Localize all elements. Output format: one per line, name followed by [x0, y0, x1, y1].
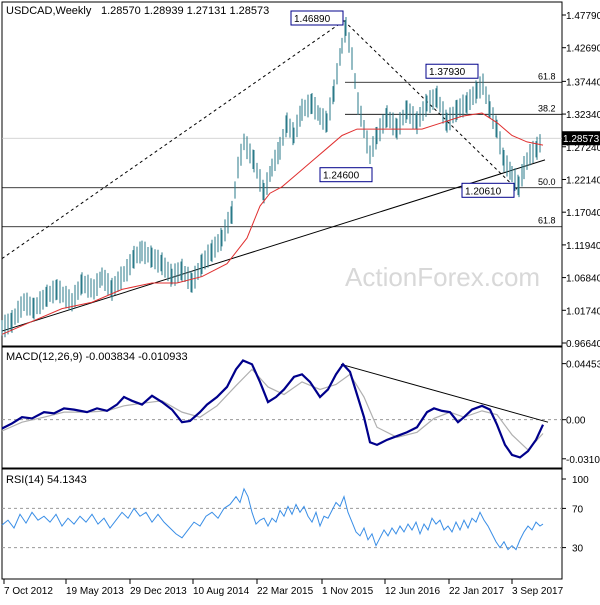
x-tick-label: 3 Sep 2017 — [512, 586, 564, 597]
x-tick-label: 29 Dec 2013 — [130, 586, 187, 597]
macd-y-tick-label: 0.00 — [566, 416, 586, 427]
rsi-panel-frame — [1, 468, 563, 580]
chart-ohlc: 1.28570 1.28939 1.27131 1.28573 — [101, 5, 269, 17]
rsi-layer — [1, 487, 562, 551]
macd-panel-frame — [1, 346, 563, 469]
chart-title: USDCAD,Weekly — [6, 5, 92, 17]
price-y-tick-label: 1.11940 — [566, 241, 600, 252]
price-panel-frame — [1, 1, 563, 347]
macd-layer — [1, 359, 562, 459]
current-price-badge — [562, 131, 600, 146]
price-annotation-box — [290, 10, 344, 26]
price-y-tick-label: 1.01740 — [566, 306, 600, 317]
rsi-title: RSI(14) 54.1343 — [6, 474, 87, 486]
price-y-tick-label: 1.17040 — [566, 208, 600, 219]
macd-trendline — [340, 363, 549, 423]
price-annotation-label: 1.37930 — [429, 67, 466, 78]
x-tick-label: 19 May 2013 — [66, 586, 124, 597]
macd-title: MACD(12,26,9) -0.003834 -0.010933 — [6, 351, 188, 363]
price-y-tick-label: 1.37440 — [566, 77, 600, 88]
x-tick-label: 12 Jun 2016 — [385, 586, 440, 597]
rsi-y-tick-label: 30 — [572, 544, 584, 555]
x-tick-label: 7 Oct 2012 — [4, 586, 53, 597]
macd-y-tick-label: 0.044534 — [566, 360, 600, 371]
price-annotation-box — [319, 167, 373, 183]
price-annotation-box — [461, 182, 515, 198]
fib-level-label: 61.8 — [538, 71, 556, 81]
x-tick-label: 22 Mar 2015 — [257, 586, 314, 597]
price-annotation-label: 1.20610 — [465, 186, 502, 197]
rsi-y-tick-label: 70 — [572, 504, 584, 515]
price-y-tick-label: 1.47790 — [566, 11, 600, 22]
axis-layer: 1.47790 1.42690 1.37440 1.32340 1.27240 1.221… — [3, 11, 600, 597]
moving-average-line — [1, 112, 544, 335]
price-y-tick-label: 0.96640 — [566, 339, 600, 350]
macd-y-tick-label: -0.031072 — [566, 455, 600, 466]
price-annotation-box — [425, 63, 479, 79]
x-tick-label: 1 Nov 2015 — [322, 586, 374, 597]
price-annotation-label: 1.46890 — [294, 14, 331, 25]
price-y-tick-label: 1.32340 — [566, 110, 600, 121]
price-y-tick-label: 1.22140 — [566, 175, 600, 186]
price-y-tick-label: 1.06840 — [566, 274, 600, 285]
current-price-badge-label: 1.28573 — [563, 134, 600, 145]
rsi-y-tick-label: 100 — [572, 475, 589, 486]
price-layer: 61.8 38.2 50.0 61.8 1.46890 1.37930 1.24600 1.2… — [1, 10, 562, 338]
fib-level-label: 38.2 — [538, 103, 556, 113]
fib-level-label: 50.0 — [538, 177, 556, 187]
macd-line — [1, 359, 544, 459]
price-y-tick-label: 1.27240 — [566, 143, 600, 154]
price-annotation-label: 1.24600 — [323, 171, 360, 182]
price-y-tick-label: 1.42690 — [566, 44, 600, 55]
x-tick-label: 22 Jan 2017 — [449, 586, 504, 597]
rsi-line — [1, 487, 544, 551]
fib-level-label: 61.8 — [538, 216, 556, 226]
watermark-text: ActionForex.com — [345, 262, 540, 292]
x-tick-label: 10 Aug 2014 — [193, 586, 250, 597]
